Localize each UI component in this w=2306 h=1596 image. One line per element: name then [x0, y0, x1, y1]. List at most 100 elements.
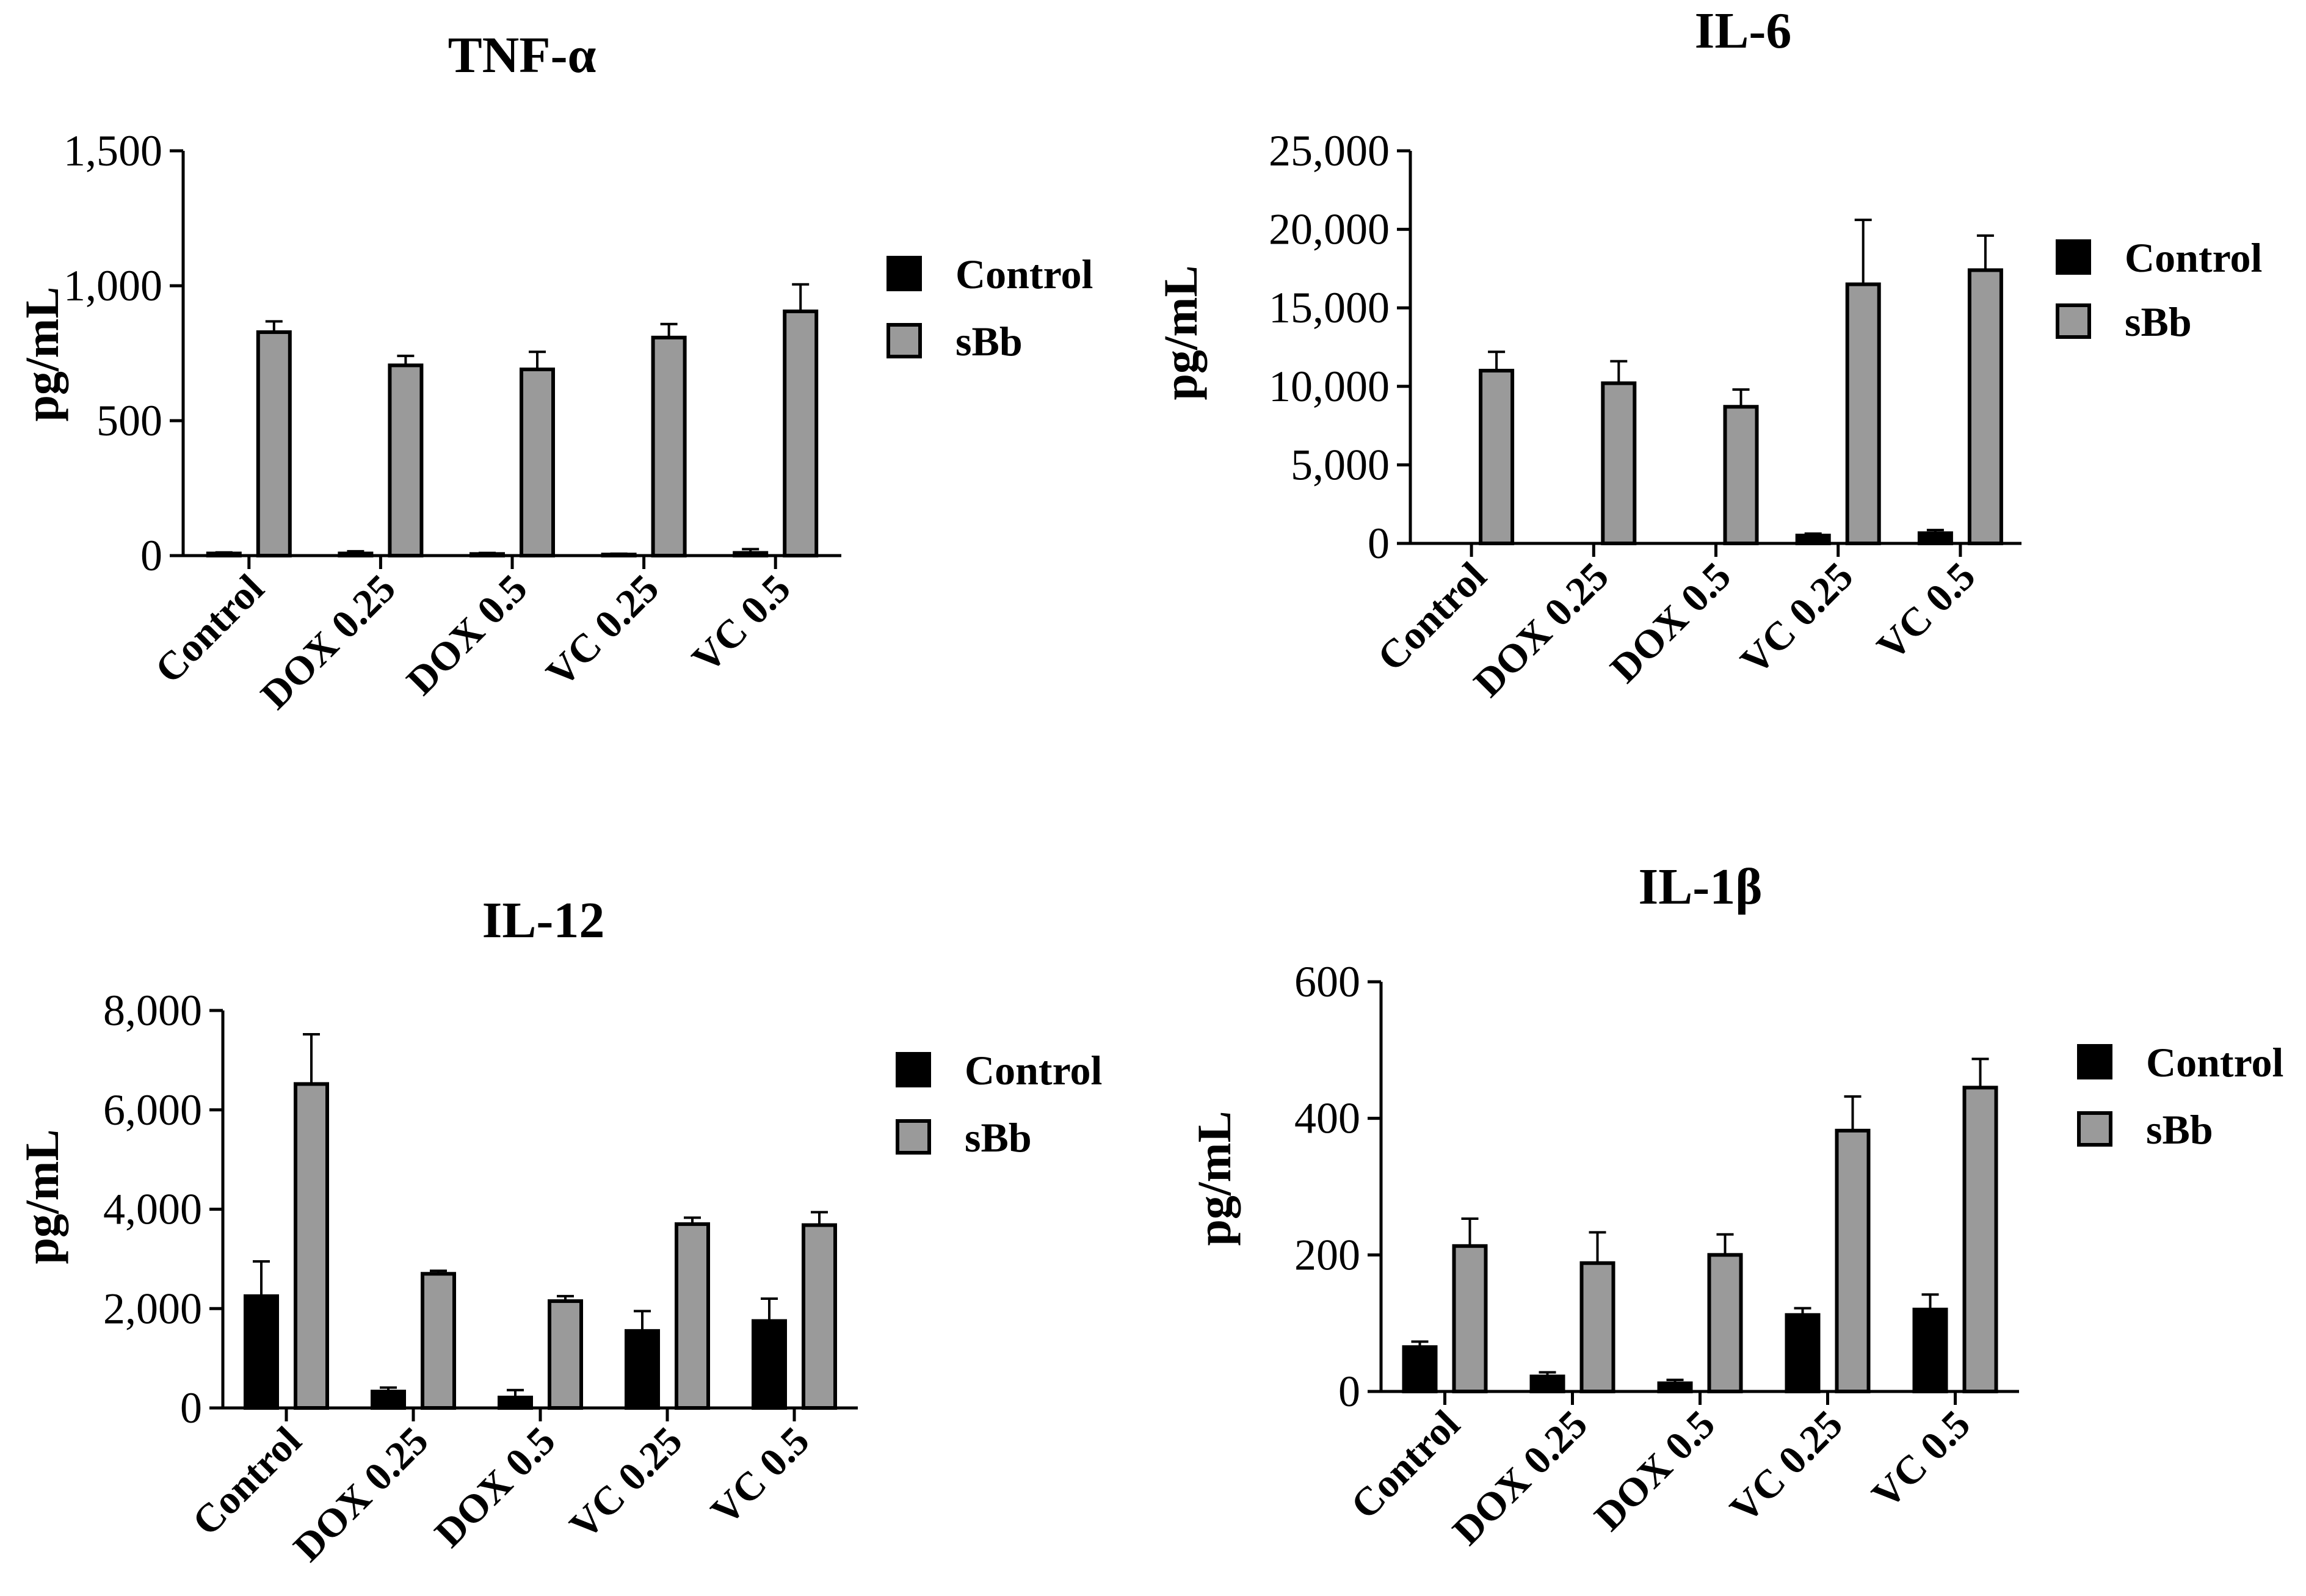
- bar-sbb: [1601, 381, 1637, 545]
- bar-sbb: [1707, 1253, 1743, 1393]
- y-tick-label: 2,000: [103, 1284, 202, 1333]
- bar-sbb: [651, 335, 687, 557]
- bar-control: [1795, 534, 1831, 546]
- bar-sbb: [1479, 369, 1515, 546]
- bar-sbb: [1835, 1128, 1871, 1393]
- legend-label: sBb: [955, 318, 1023, 365]
- bar-control: [244, 1294, 279, 1410]
- legend-swatch-sbb: [887, 323, 922, 358]
- y-tick-label: 4,000: [103, 1185, 202, 1234]
- y-tick-label: 600: [1294, 957, 1360, 1006]
- bar-sbb: [421, 1272, 456, 1410]
- legend-swatch-sbb: [2077, 1111, 2112, 1147]
- y-tick-label: 0: [180, 1384, 202, 1432]
- bar-control: [1785, 1313, 1821, 1393]
- bar-control: [733, 551, 769, 558]
- y-axis-label: pg/mL: [15, 286, 68, 421]
- y-tick-label: 15,000: [1269, 283, 1390, 332]
- bar-sbb: [783, 309, 819, 557]
- y-axis-label: pg/mL: [1187, 1111, 1241, 1246]
- y-tick-label: 0: [1368, 519, 1390, 568]
- bar-control: [498, 1395, 533, 1410]
- x-tick-label: DOX 0.25: [1465, 554, 1617, 706]
- legend-label: sBb: [2125, 299, 2192, 345]
- bar-sbb: [802, 1223, 837, 1410]
- legend-swatch-sbb: [896, 1119, 931, 1155]
- x-tick-label: VC 0.25: [1722, 1402, 1851, 1531]
- bar-sbb: [1723, 405, 1759, 546]
- x-tick-label: VC 0.25: [1732, 554, 1862, 683]
- bar-sbb: [1452, 1244, 1488, 1394]
- y-tick-label: 6,000: [103, 1086, 202, 1134]
- x-tick-label: Control: [1343, 1402, 1468, 1528]
- y-tick-label: 200: [1294, 1230, 1360, 1279]
- chart-title: IL-6: [1695, 2, 1792, 59]
- x-tick-label: Control: [1369, 554, 1495, 680]
- bar-sbb: [388, 363, 424, 557]
- bar-control: [371, 1390, 406, 1410]
- legend-label: Control: [965, 1047, 1102, 1094]
- bar-sbb: [256, 330, 292, 557]
- x-tick-label: Control: [184, 1418, 310, 1544]
- chart-title: TNF-α: [448, 27, 596, 84]
- bar-control: [625, 1329, 660, 1410]
- legend-label: sBb: [2146, 1106, 2213, 1153]
- legend-swatch-control: [887, 256, 922, 291]
- y-tick-label: 1,000: [63, 261, 162, 310]
- x-tick-label: DOX 0.25: [1444, 1402, 1596, 1554]
- y-tick-label: 1,500: [63, 126, 162, 175]
- bar-sbb: [1845, 282, 1881, 545]
- x-tick-label: DOX 0.5: [426, 1418, 564, 1556]
- chart-title: IL-12: [482, 892, 605, 949]
- x-tick-label: Control: [147, 566, 272, 692]
- legend-swatch-sbb: [2056, 303, 2091, 339]
- legend-swatch-control: [2077, 1044, 2112, 1079]
- y-tick-label: 500: [96, 396, 162, 445]
- bar-sbb: [548, 1299, 583, 1410]
- chart-panel-1: IL-6 pg/mL 0 5,000 10,000 15,000 20,000 25,000 C…: [1154, 2, 2262, 706]
- x-tick-label: VC 0.25: [561, 1418, 691, 1548]
- x-tick-label: DOX 0.5: [398, 566, 535, 703]
- bar-control: [1657, 1381, 1693, 1394]
- chart-panel-2: IL-12 pg/mL 0 2,000 4,000 6,000 8,000 Control DO…: [15, 892, 1102, 1570]
- legend-label: sBb: [965, 1114, 1032, 1161]
- y-axis-label: pg/mL: [15, 1129, 68, 1264]
- bar-control: [1529, 1374, 1565, 1394]
- x-tick-label: DOX 0.5: [1602, 554, 1739, 691]
- bar-control: [206, 551, 242, 557]
- x-tick-label: VC 0.25: [538, 566, 667, 695]
- bar-control: [470, 552, 505, 558]
- x-tick-label: DOX 0.5: [1586, 1402, 1724, 1539]
- bar-sbb: [1967, 268, 2003, 545]
- bar-sbb: [294, 1082, 329, 1410]
- legend-label: Control: [2125, 234, 2262, 281]
- y-tick-label: 0: [140, 531, 162, 580]
- chart-title: IL-1β: [1639, 858, 1763, 915]
- bar-control: [1917, 531, 1953, 545]
- bar-sbb: [675, 1222, 710, 1410]
- bar-sbb: [520, 368, 555, 558]
- y-tick-label: 0: [1338, 1367, 1360, 1416]
- bar-control: [1912, 1307, 1948, 1394]
- bar-control: [338, 551, 374, 557]
- y-tick-label: 8,000: [103, 986, 202, 1035]
- bar-control: [752, 1319, 787, 1410]
- x-tick-label: VC 0.5: [684, 566, 799, 681]
- y-tick-label: 400: [1294, 1094, 1360, 1143]
- bar-sbb: [1962, 1086, 1998, 1393]
- y-tick-label: 20,000: [1269, 205, 1390, 254]
- bar-control: [1402, 1345, 1438, 1394]
- y-tick-label: 10,000: [1269, 362, 1390, 411]
- x-tick-label: VC 0.5: [703, 1418, 818, 1534]
- x-tick-label: DOX 0.25: [252, 566, 404, 718]
- x-tick-label: VC 0.5: [1868, 554, 1984, 669]
- y-tick-label: 25,000: [1269, 126, 1390, 175]
- legend-label: Control: [2146, 1039, 2283, 1086]
- legend-swatch-control: [2056, 239, 2091, 275]
- y-tick-label: 5,000: [1291, 440, 1390, 489]
- y-axis-label: pg/mL: [1154, 265, 1207, 400]
- legend-label: Control: [955, 251, 1093, 297]
